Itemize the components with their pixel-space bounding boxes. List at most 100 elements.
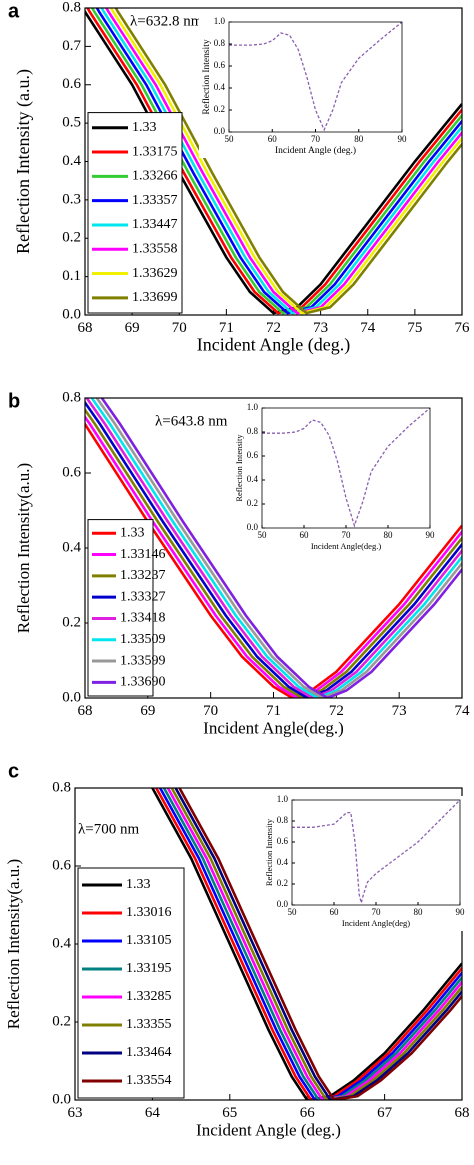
series-line (85, 398, 462, 698)
legend-label: 1.33146 (120, 547, 166, 562)
legend-label: 1.33690 (120, 675, 166, 690)
series-line (100, 8, 462, 315)
legend-label: 1.33357 (132, 193, 178, 208)
x-tick-label: 68 (78, 703, 93, 719)
series-line (229, 22, 402, 132)
y-tick-label: 0.4 (62, 539, 81, 555)
legend-label: 1.33558 (132, 241, 178, 256)
series-line (90, 398, 462, 698)
y-tick-label: 1.0 (277, 794, 289, 804)
x-tick-label: 60 (300, 530, 310, 540)
y-tick-label: 0.4 (62, 153, 81, 169)
x-tick-label: 73 (313, 320, 328, 336)
legend-label: 1.33016 (126, 905, 172, 920)
panel-label: b (8, 390, 20, 412)
x-tick-label: 50 (258, 530, 268, 540)
x-tick-label: 70 (203, 703, 218, 719)
legend-label: 1.33355 (126, 1017, 172, 1032)
legend-label: 1.33447 (132, 217, 178, 232)
legend-label: 1.33629 (132, 266, 178, 281)
x-tick-label: 67 (377, 1105, 393, 1121)
x-tick-label: 90 (398, 134, 408, 144)
legend-label: 1.33105 (126, 933, 172, 948)
x-tick-label: 63 (68, 1105, 83, 1121)
legend-box (87, 112, 183, 314)
y-tick-label: 0.6 (62, 464, 81, 480)
x-tick-label: 60 (330, 907, 340, 917)
legend-label: 1.33 (126, 877, 151, 892)
x-axis-label: Incident Angle(deg.) (203, 718, 344, 737)
series-line (104, 8, 462, 315)
y-axis-label: Reflection Intensity (201, 39, 212, 114)
series-line (174, 788, 462, 1100)
legend-label: 1.33464 (126, 1045, 172, 1060)
legend-label: 1.33266 (132, 169, 178, 184)
y-tick-label: 0.0 (62, 689, 81, 705)
x-tick-label: 80 (354, 134, 364, 144)
series-line (109, 8, 462, 315)
x-axis-label: Incident Angle(deg) (342, 918, 410, 928)
series-line (177, 788, 462, 1100)
legend-box (87, 519, 154, 697)
x-tick-label: 72 (266, 320, 281, 336)
y-tick-label: 0.6 (247, 450, 259, 460)
x-tick-label: 73 (392, 703, 407, 719)
x-tick-label: 66 (300, 1105, 316, 1121)
x-tick-label: 50 (288, 907, 298, 917)
y-tick-label: 1.0 (214, 16, 226, 26)
annotation: λ=700 nm (78, 821, 139, 837)
x-tick-label: 75 (407, 320, 422, 336)
y-tick-label: 0.8 (62, 0, 81, 15)
series-line (150, 788, 462, 1100)
series-line (85, 407, 462, 698)
x-tick-label: 65 (222, 1105, 237, 1121)
series-line (292, 800, 460, 904)
y-tick-label: 0.2 (214, 104, 225, 114)
y-tick-label: 0.1 (62, 268, 81, 284)
series-line (166, 788, 462, 1100)
x-tick-label: 70 (311, 134, 321, 144)
x-tick-label: 68 (78, 320, 93, 336)
legend-label: 1.33599 (120, 653, 166, 668)
series-line (85, 421, 462, 698)
annotation: λ=632.8 nm (130, 13, 203, 29)
x-axis-label: Incident Angle (deg.) (275, 145, 356, 156)
plot-frame (84, 7, 463, 316)
legend-label: 1.33175 (132, 144, 178, 159)
y-axis-label: Reflection Intensity(a.u.) (14, 463, 33, 633)
x-tick-label: 74 (360, 320, 376, 336)
x-tick-label: 70 (342, 530, 352, 540)
y-tick-label: 0.0 (62, 306, 81, 322)
plot-frame (291, 799, 461, 906)
legend-box (77, 867, 185, 1099)
x-tick-label: 50 (225, 134, 235, 144)
legend-label: 1.33195 (126, 961, 172, 976)
y-axis-label: Reflection Intensity (a.u.) (13, 69, 34, 254)
series-line (85, 414, 462, 698)
series-line (262, 408, 430, 528)
plot-frame (228, 21, 403, 133)
series-line (162, 788, 462, 1100)
series-line (86, 8, 462, 315)
inset-background (199, 18, 408, 158)
series-line (85, 9, 462, 315)
y-axis-label: Reflection Intensity (264, 818, 274, 886)
y-tick-label: 0.6 (52, 857, 71, 873)
y-tick-label: 0.0 (214, 126, 226, 136)
y-tick-label: 0.0 (247, 522, 259, 532)
x-axis-label: Incident Angle(deg.) (311, 541, 382, 551)
legend-label: 1.33237 (120, 568, 166, 583)
legend-label: 1.33699 (132, 290, 178, 305)
x-tick-label: 69 (140, 703, 155, 719)
panel-label: c (8, 760, 19, 782)
x-tick-label: 68 (455, 1105, 470, 1121)
inset-background (232, 404, 436, 554)
y-axis-label: Reflection Intensity(a.u.) (4, 859, 23, 1029)
y-tick-label: 0.2 (62, 230, 81, 246)
x-tick-label: 74 (455, 703, 471, 719)
y-tick-label: 0.5 (62, 115, 81, 131)
y-tick-label: 0.4 (214, 82, 226, 92)
plot-frame (261, 407, 431, 529)
series-line (95, 8, 462, 315)
